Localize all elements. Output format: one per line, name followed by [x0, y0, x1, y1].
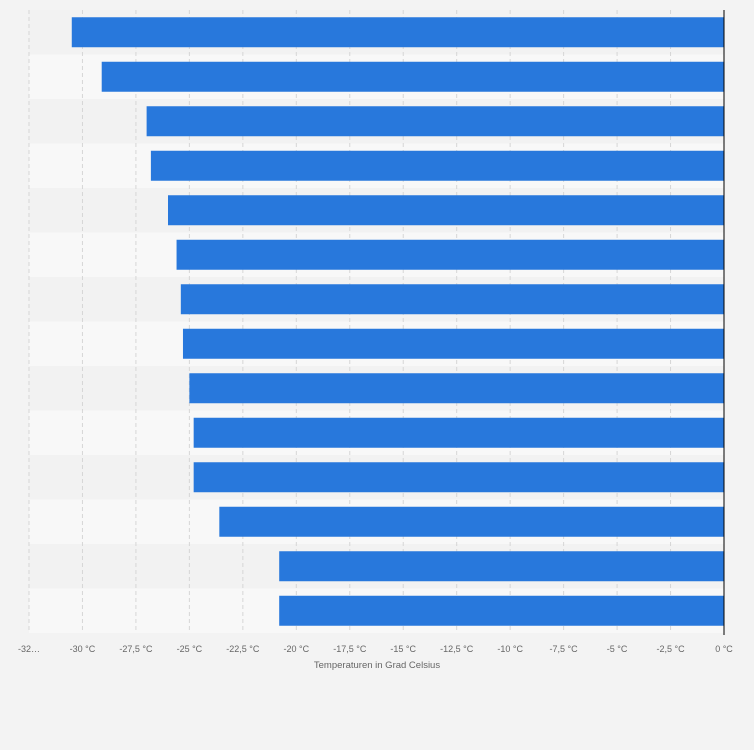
x-tick-label: -17,5 °C [333, 644, 367, 654]
bar [279, 595, 724, 626]
row-bands [29, 10, 724, 633]
x-tick-label: -20 °C [284, 644, 310, 654]
x-tick-label: -25 °C [177, 644, 203, 654]
bar [193, 462, 724, 493]
bar [193, 417, 724, 448]
bar [168, 195, 724, 226]
bar [180, 284, 725, 315]
x-tick-label: -10 °C [497, 644, 523, 654]
x-tick-label: -7,5 °C [550, 644, 579, 654]
bar [182, 328, 724, 359]
bars [71, 17, 725, 626]
x-tick-label: -32… [18, 644, 40, 654]
bar [279, 551, 724, 582]
x-tick-label: -30 °C [70, 644, 96, 654]
x-tick-label: 0 °C [715, 644, 733, 654]
x-tick-label: -5 °C [607, 644, 628, 654]
x-tick-label: -27,5 °C [119, 644, 153, 654]
x-tick-label: -12,5 °C [440, 644, 474, 654]
x-tick-label: -15 °C [390, 644, 416, 654]
x-tick-label: -22,5 °C [226, 644, 260, 654]
bar [71, 17, 725, 48]
bar [146, 106, 725, 137]
x-tick-label: -2,5 °C [656, 644, 685, 654]
bar [150, 150, 724, 181]
bar [176, 239, 725, 270]
bar [189, 373, 724, 404]
bar [101, 61, 724, 92]
bar [219, 506, 725, 537]
x-axis-ticks: -32… -30 °C -27,5 °C -25 °C -22,5 °C -20 °C -1… [18, 644, 733, 654]
x-axis-title: Temperaturen in Grad Celsius [314, 660, 440, 671]
